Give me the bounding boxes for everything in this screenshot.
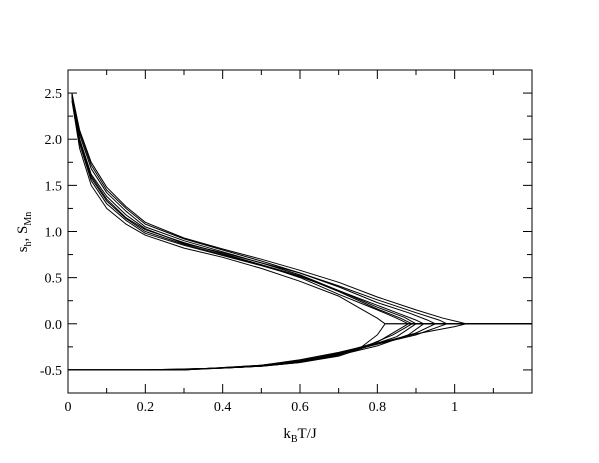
series-line-upper-4 — [71, 93, 532, 325]
series-line-upper-1 — [71, 93, 532, 325]
series-line-upper-6 — [71, 93, 532, 325]
y-tick-label: 1.0 — [45, 226, 63, 241]
series-line-upper-3 — [71, 97, 532, 325]
y-axis-title-p1: s — [15, 246, 31, 252]
series-line-upper-2 — [71, 94, 532, 325]
x-tick-label: 0.6 — [291, 400, 309, 415]
x-tick-label: 0.2 — [137, 400, 155, 415]
y-axis-title: sh, SMn — [15, 212, 34, 253]
x-tick-label: 0 — [65, 400, 72, 415]
series-line-lower-16 — [68, 323, 532, 371]
x-tick-label: 0.8 — [369, 400, 387, 415]
y-tick-label: 0.5 — [45, 272, 63, 287]
y-axis-title-s1: h — [23, 241, 34, 246]
y-axis-title-p2: , S — [15, 226, 31, 242]
y-axis-title-s2: Mn — [23, 212, 34, 226]
x-axis-title-main: k — [283, 426, 291, 442]
y-ticks: -0.5 0.0 0.5 1.0 1.5 2.0 2.5 — [40, 87, 532, 379]
plot-frame — [67, 69, 533, 394]
series-line-lower-15 — [68, 323, 532, 371]
y-tick-label: 2.0 — [45, 133, 63, 148]
series-line-upper-5 — [71, 95, 532, 325]
series-line-upper-8 — [71, 96, 532, 325]
y-tick-label: -0.5 — [40, 364, 62, 379]
series-layer — [68, 93, 532, 371]
x-axis-title-sub: B — [291, 434, 298, 445]
y-tick-label: 1.5 — [45, 179, 63, 194]
x-axis-title-tail: T/J — [298, 426, 317, 442]
y-tick-label: 2.5 — [45, 87, 63, 102]
x-axis-title: kBT/J — [283, 426, 317, 445]
x-ticks: 0 0.2 0.4 0.6 0.8 1 — [65, 70, 494, 415]
series-line-upper-7 — [71, 100, 532, 325]
x-tick-label: 1 — [451, 400, 458, 415]
x-tick-label: 0.4 — [214, 400, 232, 415]
y-tick-label: 0.0 — [45, 318, 63, 333]
